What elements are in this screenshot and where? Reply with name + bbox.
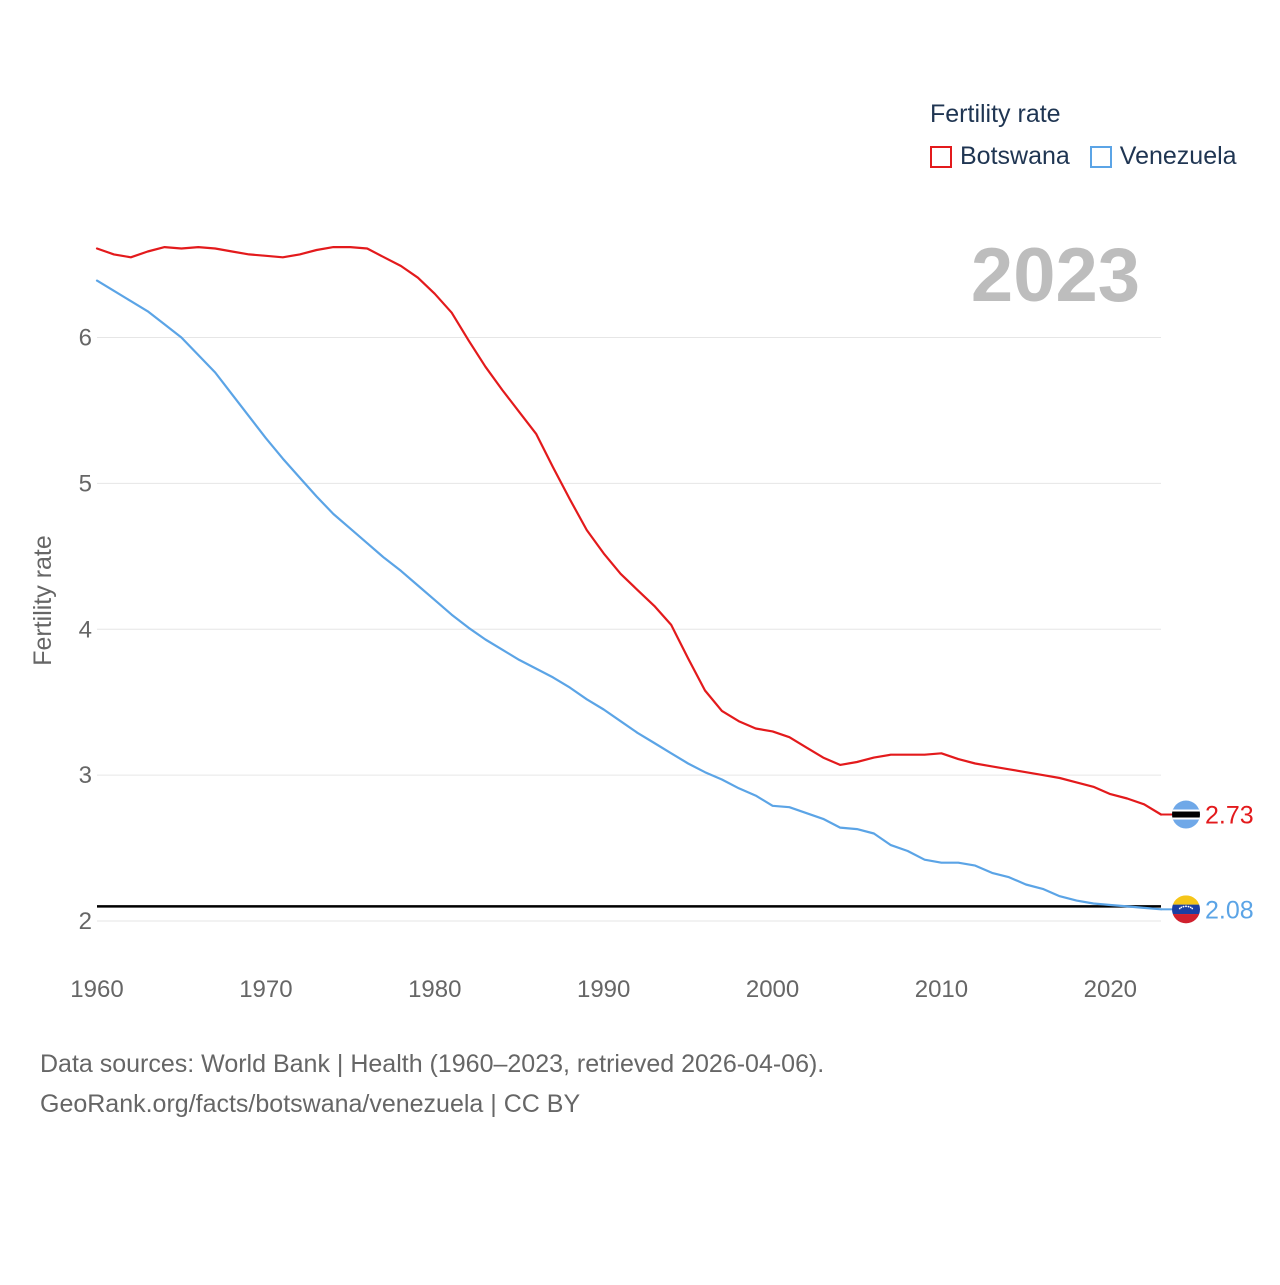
botswana-flag-icon [1172, 800, 1200, 829]
footer-attribution[interactable]: GeoRank.org/facts/botswana/venezuela | C… [40, 1090, 581, 1118]
legend-label-venezuela: Venezuela [1119, 142, 1237, 170]
x-tick-label: 2000 [746, 976, 799, 1003]
y-tick-label: 5 [79, 470, 92, 497]
x-tick-label: 1990 [577, 976, 630, 1003]
end-value-label-venezuela: 2.08 [1205, 896, 1254, 924]
legend-item-botswana[interactable]: Botswana [930, 142, 1070, 171]
legend: Botswana Venezuela [930, 142, 1257, 171]
y-tick-label: 6 [79, 325, 92, 352]
x-tick-label: 1960 [70, 976, 123, 1003]
legend-title: Fertility rate [930, 100, 1061, 128]
y-tick-label: 3 [79, 762, 92, 789]
series-line-botswana [95, 246, 1163, 816]
legend-swatch-venezuela [1089, 145, 1112, 168]
venezuela-flag-icon [1172, 895, 1200, 924]
y-tick-label: 2 [79, 908, 92, 935]
y-tick-label: 4 [79, 616, 92, 643]
series-line-venezuela [95, 279, 1163, 911]
x-tick-label: 2020 [1084, 976, 1137, 1003]
x-tick-label: 2010 [915, 976, 968, 1003]
legend-label-botswana: Botswana [960, 142, 1070, 170]
footer-sources: Data sources: World Bank | Health (1960–… [40, 1050, 825, 1078]
end-value-label-botswana: 2.73 [1205, 802, 1254, 830]
y-axis-label: Fertility rate [29, 535, 57, 666]
x-tick-label: 1970 [239, 976, 292, 1003]
legend-item-venezuela[interactable]: Venezuela [1089, 142, 1237, 171]
legend-swatch-botswana [930, 145, 952, 168]
x-tick-label: 1980 [408, 976, 461, 1003]
footer: Data sources: World Bank | Health (1960–… [40, 1044, 824, 1124]
year-badge: 2023 [970, 233, 1140, 318]
